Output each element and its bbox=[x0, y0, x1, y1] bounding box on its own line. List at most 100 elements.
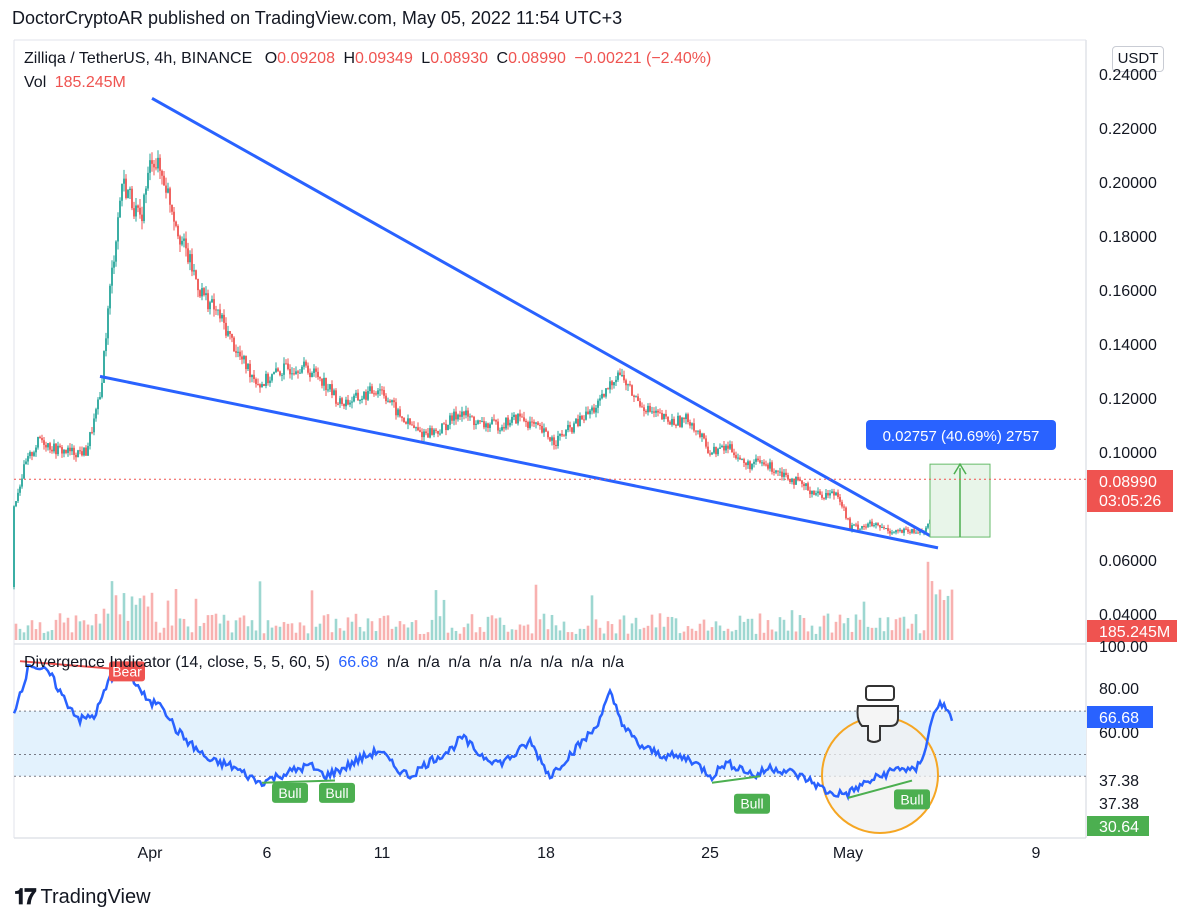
lower-wedge-trendline[interactable] bbox=[99, 374, 939, 550]
candle-body bbox=[31, 452, 33, 456]
candle-body bbox=[35, 447, 37, 453]
volume-bar bbox=[82, 620, 86, 640]
candle-body bbox=[831, 491, 833, 494]
volume-bar bbox=[630, 623, 634, 640]
candle-body bbox=[77, 450, 79, 458]
volume-bar bbox=[730, 631, 734, 640]
bear-marker[interactable] bbox=[109, 661, 145, 682]
volume-bar bbox=[934, 594, 938, 640]
candle-body bbox=[445, 423, 447, 430]
volume-bar bbox=[890, 630, 894, 640]
bull-marker-label: Bull bbox=[325, 785, 348, 801]
upper-wedge-trendline[interactable] bbox=[151, 96, 931, 538]
bull-marker[interactable] bbox=[319, 782, 355, 803]
divergence-indicator-line[interactable] bbox=[12, 664, 954, 802]
candle-body bbox=[403, 417, 405, 423]
candle-body bbox=[37, 436, 39, 448]
candle-body bbox=[587, 411, 589, 415]
candle-body bbox=[603, 393, 605, 397]
volume-bar bbox=[118, 614, 122, 640]
candle-body bbox=[101, 382, 103, 397]
volume-bar bbox=[882, 631, 886, 640]
volume-bar bbox=[558, 630, 562, 640]
volume-bar bbox=[238, 617, 242, 640]
candle-body bbox=[391, 400, 393, 403]
candle-body bbox=[653, 411, 655, 413]
candle-body bbox=[531, 421, 533, 423]
candle-body bbox=[843, 506, 845, 508]
candle-body bbox=[597, 400, 599, 408]
candle-body bbox=[539, 424, 541, 426]
candle-body bbox=[541, 425, 543, 433]
volume-bar bbox=[666, 616, 670, 640]
candle-body bbox=[363, 391, 365, 399]
candle-body bbox=[259, 384, 261, 388]
candle-body bbox=[293, 373, 295, 375]
bull-marker[interactable] bbox=[734, 793, 770, 814]
candle-body bbox=[251, 374, 253, 378]
candle-body bbox=[121, 183, 123, 201]
bull-marker[interactable] bbox=[894, 789, 930, 810]
candle-body bbox=[919, 531, 921, 534]
indicator-name[interactable]: Divergence Indicator (14, close, 5, 5, 6… bbox=[24, 654, 330, 671]
bull-marker[interactable] bbox=[272, 782, 308, 803]
candle-body bbox=[713, 446, 715, 453]
volume-bar bbox=[78, 621, 82, 640]
na-value-2: n/a bbox=[417, 654, 440, 671]
volume-bar bbox=[930, 581, 934, 640]
volume-bar bbox=[26, 625, 30, 640]
candle-body bbox=[169, 188, 171, 205]
volume-bar bbox=[474, 632, 478, 640]
symbol-name[interactable]: Zilliqa / TetherUS, 4h, BINANCE bbox=[24, 50, 253, 67]
candle-body bbox=[125, 178, 127, 198]
candle-body bbox=[205, 293, 207, 296]
candle-body bbox=[193, 270, 195, 272]
volume-bar bbox=[842, 623, 846, 640]
candle-body bbox=[469, 416, 471, 418]
candle-body bbox=[135, 205, 137, 217]
candle-body bbox=[267, 373, 269, 384]
volume-bar bbox=[258, 581, 262, 640]
volume-bar bbox=[634, 617, 638, 640]
volume-bar bbox=[602, 633, 606, 640]
volume-bar bbox=[686, 626, 690, 640]
candle-body bbox=[33, 452, 35, 456]
volume-bar bbox=[410, 622, 414, 640]
candle-body bbox=[255, 379, 257, 385]
candle-body bbox=[731, 444, 733, 453]
open-label: O bbox=[264, 50, 278, 67]
volume-bar bbox=[562, 621, 566, 640]
candle-body bbox=[297, 371, 299, 373]
candle-body bbox=[233, 337, 235, 352]
volume-bar bbox=[274, 625, 278, 640]
volume-bar bbox=[654, 627, 658, 640]
candle-body bbox=[257, 384, 259, 386]
candle-body bbox=[215, 309, 217, 311]
candle-body bbox=[557, 435, 559, 447]
time-tick-label: May bbox=[833, 845, 863, 862]
candle-body bbox=[423, 431, 425, 438]
candle-body bbox=[651, 411, 653, 413]
candle-body bbox=[825, 492, 827, 499]
bear-marker-label: Bear bbox=[112, 663, 142, 679]
tradingview-footer[interactable]: 𝟏𝟕 TradingView bbox=[14, 884, 151, 910]
candle-body bbox=[647, 405, 649, 413]
candle-body bbox=[79, 450, 81, 452]
candle-body bbox=[39, 436, 41, 439]
volume-bar bbox=[262, 633, 266, 640]
candle-body bbox=[19, 486, 21, 493]
volume-bar bbox=[938, 589, 942, 640]
candle-body bbox=[741, 459, 743, 461]
candle-body bbox=[57, 445, 59, 455]
candle-body bbox=[307, 365, 309, 373]
candle-body bbox=[17, 492, 19, 502]
currency-button[interactable]: USDT bbox=[1112, 46, 1164, 72]
publisher-line: DoctorCryptoAR published on TradingView.… bbox=[12, 8, 623, 28]
candle-body bbox=[365, 391, 367, 400]
volume-bar bbox=[778, 617, 782, 640]
candle-body bbox=[585, 411, 587, 420]
candle-body bbox=[351, 401, 353, 403]
candle-body bbox=[707, 446, 709, 454]
candle-body bbox=[827, 492, 829, 496]
